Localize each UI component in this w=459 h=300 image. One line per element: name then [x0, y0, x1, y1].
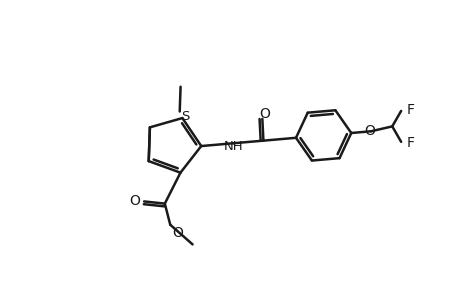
Text: F: F	[406, 103, 414, 117]
Text: O: O	[129, 194, 140, 208]
Text: NH: NH	[224, 140, 243, 153]
Text: O: O	[364, 124, 375, 138]
Text: O: O	[172, 226, 183, 240]
Text: S: S	[181, 110, 189, 123]
Text: F: F	[406, 136, 414, 150]
Text: O: O	[258, 107, 269, 121]
